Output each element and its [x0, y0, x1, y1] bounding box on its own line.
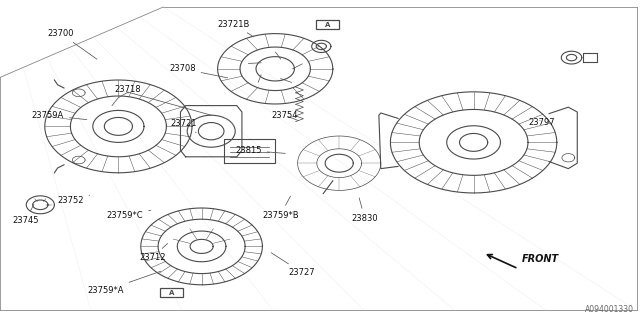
Text: 23718: 23718 [115, 85, 141, 94]
Text: 23754: 23754 [271, 111, 298, 121]
Text: A094001330: A094001330 [584, 305, 634, 314]
Text: 23700: 23700 [47, 29, 97, 59]
Text: 23721B: 23721B [218, 20, 253, 37]
Text: FRONT: FRONT [522, 254, 559, 264]
Text: 23797: 23797 [529, 118, 556, 127]
Text: 23745: 23745 [12, 204, 39, 225]
Text: A: A [169, 290, 174, 296]
Text: 23727: 23727 [271, 253, 316, 277]
Text: 23759*C: 23759*C [106, 210, 151, 220]
Text: 23759A: 23759A [32, 111, 87, 120]
Text: 23712: 23712 [139, 244, 168, 262]
Text: 23708: 23708 [169, 64, 228, 78]
Text: 23752: 23752 [57, 195, 90, 204]
Text: 23721: 23721 [170, 119, 197, 133]
Text: 23759*A: 23759*A [87, 271, 161, 295]
Text: 23759*B: 23759*B [262, 196, 299, 220]
Text: 23830: 23830 [351, 198, 378, 223]
Text: 23815: 23815 [235, 146, 285, 155]
Text: A: A [325, 22, 330, 28]
